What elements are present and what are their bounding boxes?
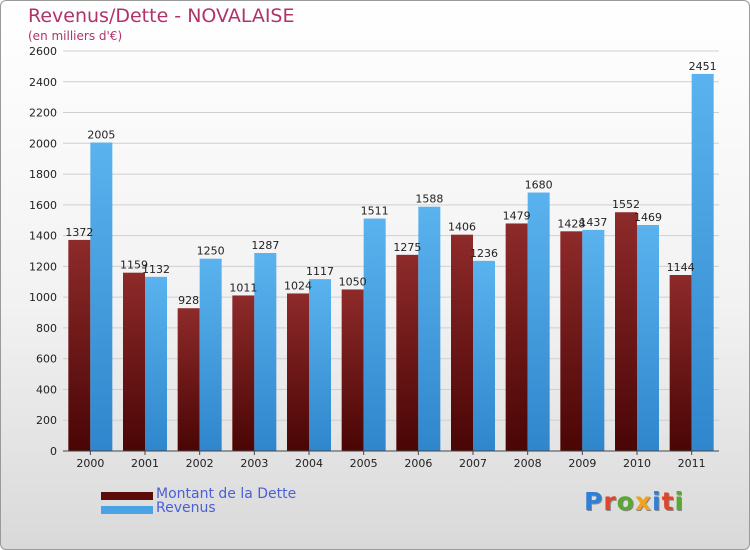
data-label: 1011 bbox=[229, 281, 257, 294]
x-tick-label: 2008 bbox=[514, 457, 542, 470]
bar-revenus bbox=[691, 73, 714, 451]
bar-dette bbox=[287, 293, 309, 451]
bar-dette bbox=[396, 254, 419, 451]
bar-revenus bbox=[254, 253, 277, 451]
bars bbox=[68, 73, 714, 452]
bar-dette bbox=[232, 295, 255, 451]
bar-dette bbox=[615, 212, 637, 451]
y-tick-label: 1600 bbox=[29, 199, 57, 212]
data-label: 1511 bbox=[361, 205, 389, 218]
bar-revenus bbox=[90, 142, 113, 452]
x-tick-label: 2009 bbox=[568, 457, 596, 470]
data-label: 1287 bbox=[251, 239, 279, 252]
data-label: 1236 bbox=[470, 247, 498, 260]
bar-revenus bbox=[309, 279, 331, 451]
bar-revenus bbox=[363, 218, 386, 451]
legend-label-revenus: Revenus bbox=[156, 500, 216, 516]
data-label: 1680 bbox=[525, 179, 553, 192]
bar-revenus bbox=[637, 225, 659, 451]
x-tick-label: 2006 bbox=[404, 457, 432, 470]
x-tick-label: 2003 bbox=[240, 457, 268, 470]
data-label: 1469 bbox=[634, 211, 662, 224]
data-label: 1050 bbox=[339, 275, 367, 288]
data-label: 1117 bbox=[306, 265, 334, 278]
proxiti-logo: Proxiti bbox=[584, 487, 685, 516]
data-label: 1159 bbox=[120, 259, 148, 272]
x-axis-ticks: 2000 2001 2002 2003 2004 2005 2006 2007 2008 2009… bbox=[76, 451, 706, 470]
legend-label-dette: Montant de la Dette bbox=[156, 486, 297, 502]
data-label: 2451 bbox=[689, 60, 717, 73]
y-tick-label: 2200 bbox=[29, 107, 57, 120]
y-tick-label: 2000 bbox=[29, 137, 57, 150]
bar-dette bbox=[669, 275, 692, 451]
bar-revenus bbox=[582, 229, 605, 451]
gridlines bbox=[63, 50, 719, 421]
chart-title: Revenus/Dette - NOVALAISE bbox=[28, 5, 295, 27]
bar-revenus bbox=[199, 258, 222, 451]
data-label: 1144 bbox=[667, 261, 695, 274]
x-tick-label: 2002 bbox=[186, 457, 214, 470]
data-label: 1406 bbox=[448, 221, 476, 234]
y-tick-label: 2600 bbox=[29, 45, 57, 58]
y-tick-label: 1000 bbox=[29, 291, 57, 304]
bar-dette bbox=[560, 231, 583, 451]
data-label: 1479 bbox=[503, 209, 531, 222]
data-label: 1372 bbox=[65, 226, 93, 239]
y-tick-label: 400 bbox=[36, 383, 57, 396]
x-tick-label: 2004 bbox=[295, 457, 323, 470]
chart-subtitle: (en milliers d'€) bbox=[28, 29, 123, 43]
bar-revenus bbox=[527, 192, 550, 452]
legend-swatch-dette bbox=[101, 492, 153, 500]
data-label: 1428 bbox=[557, 217, 585, 230]
legend-swatch-revenus bbox=[101, 506, 153, 514]
bar-revenus bbox=[473, 260, 495, 451]
y-tick-label: 1800 bbox=[29, 168, 57, 181]
bar-dette bbox=[177, 308, 200, 451]
bar-revenus bbox=[418, 206, 441, 451]
x-tick-label: 2007 bbox=[459, 457, 487, 470]
data-label: 1132 bbox=[142, 263, 170, 276]
y-tick-label: 2400 bbox=[29, 76, 57, 89]
x-tick-label: 2001 bbox=[131, 457, 159, 470]
data-label: 1275 bbox=[393, 241, 421, 254]
y-tick-label: 1400 bbox=[29, 230, 57, 243]
bar-revenus bbox=[145, 276, 167, 451]
bar-dette bbox=[505, 223, 528, 451]
x-tick-label: 2011 bbox=[678, 457, 706, 470]
y-axis-ticks: 0 200 400 600 800 1000 1200 1400 1600 1800 2000 220… bbox=[29, 45, 57, 458]
x-tick-label: 2000 bbox=[76, 457, 104, 470]
x-tick-label: 2005 bbox=[350, 457, 378, 470]
bar-dette bbox=[123, 272, 145, 451]
y-tick-label: 600 bbox=[36, 353, 57, 366]
bar-dette bbox=[341, 289, 364, 451]
bar-dette bbox=[68, 239, 91, 451]
data-label: 928 bbox=[178, 294, 199, 307]
y-tick-label: 800 bbox=[36, 322, 57, 335]
x-tick-label: 2010 bbox=[623, 457, 651, 470]
data-label: 1250 bbox=[197, 245, 225, 258]
y-tick-label: 200 bbox=[36, 414, 57, 427]
y-tick-label: 1200 bbox=[29, 260, 57, 273]
data-label: 1588 bbox=[415, 193, 443, 206]
bar-dette bbox=[451, 234, 473, 451]
data-label: 1024 bbox=[284, 279, 312, 292]
y-tick-label: 0 bbox=[50, 445, 57, 458]
data-label: 1552 bbox=[612, 198, 640, 211]
data-label: 1437 bbox=[579, 216, 607, 229]
data-label: 2005 bbox=[87, 129, 115, 142]
